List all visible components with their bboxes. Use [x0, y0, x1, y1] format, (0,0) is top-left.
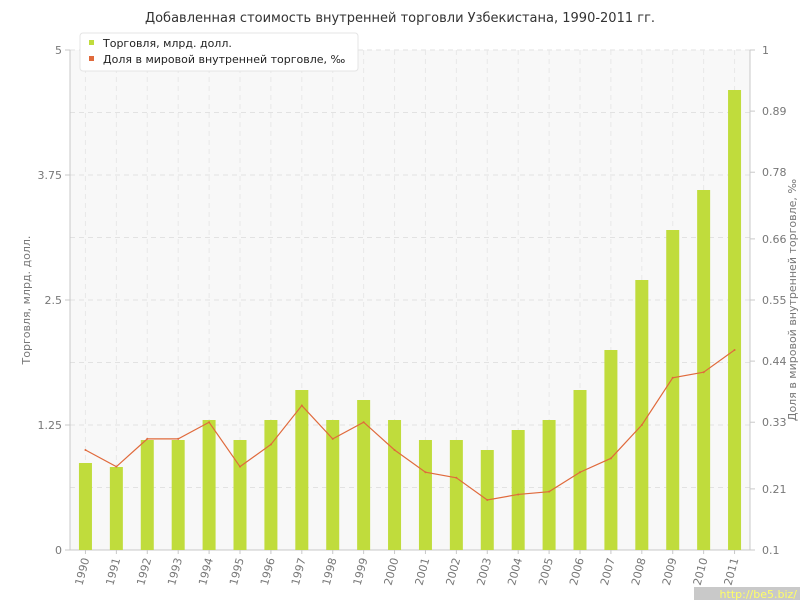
bar — [666, 230, 680, 550]
y2-tick-label: 0.55 — [762, 294, 787, 307]
watermark: http://be5.biz/ — [694, 587, 800, 600]
legend-label-bars: Торговля, млрд. долл. — [102, 37, 232, 50]
bar — [542, 420, 556, 550]
y2-tick-label: 0.33 — [762, 416, 787, 429]
line-point — [115, 465, 118, 468]
x-tick-label: 2003 — [474, 556, 494, 586]
line-point — [393, 449, 396, 451]
x-tick-label: 2010 — [691, 556, 711, 586]
bar — [326, 420, 340, 550]
watermark-text: http://be5.biz/ — [720, 588, 798, 600]
x-tick-label: 1995 — [227, 556, 247, 586]
x-tick-label: 2001 — [413, 556, 433, 586]
line-point — [548, 490, 551, 493]
y2-tick-label: 0.21 — [762, 483, 787, 496]
x-tick-label: 1997 — [289, 556, 309, 586]
y2-axis-label: Доля в мировой внутренней торговле, ‰ — [786, 179, 799, 422]
y-tick-label: 2.5 — [45, 294, 63, 307]
bar — [418, 440, 432, 550]
line-series — [84, 349, 736, 501]
bar — [449, 440, 463, 550]
x-tick-label: 1998 — [320, 556, 340, 586]
line-point — [362, 421, 365, 424]
y2-tick-label: 0.78 — [762, 166, 787, 179]
line-point — [517, 493, 520, 496]
x-tick-label: 1999 — [351, 556, 371, 586]
line-point — [640, 424, 643, 426]
bar — [295, 390, 309, 550]
x-tick-label: 1996 — [258, 556, 278, 586]
bar — [202, 420, 216, 550]
bar — [357, 400, 371, 550]
x-tick-label: 2009 — [660, 556, 680, 586]
y-tick-label: 0 — [55, 544, 62, 557]
watermark-background — [694, 587, 800, 600]
y2-tick-label: 1 — [762, 44, 769, 57]
bar — [697, 190, 711, 550]
x-tick-label: 1992 — [134, 556, 154, 586]
chart-title: Добавленная стоимость внутренней торговл… — [145, 11, 655, 26]
y-tick-label: 1.25 — [38, 419, 63, 432]
x-tick-label: 2002 — [443, 556, 463, 586]
line-point — [84, 449, 87, 451]
legend: Торговля, млрд. долл. Доля в мировой вну… — [79, 32, 359, 72]
line-point — [300, 404, 303, 407]
x-tick-label: 2008 — [629, 556, 649, 586]
y2-tick-label: 0.44 — [762, 355, 787, 368]
bar — [171, 440, 185, 550]
bar-series — [78, 90, 742, 550]
y-axis-label: Торговля, млрд. долл. — [20, 236, 33, 366]
x-tick-label: 2005 — [536, 556, 556, 586]
y-tick-label: 3.75 — [38, 169, 63, 182]
line-point — [177, 437, 180, 440]
line-point — [208, 421, 211, 424]
line-point — [702, 371, 705, 374]
bar — [388, 420, 402, 550]
line-point — [455, 476, 458, 479]
line-point — [146, 437, 149, 440]
bar — [233, 440, 247, 550]
bar — [78, 463, 92, 550]
line-point — [331, 437, 334, 440]
legend-box — [79, 32, 359, 72]
line-point — [239, 465, 241, 468]
x-tick-label: 1994 — [196, 556, 216, 586]
y2-tick-label: 0.66 — [762, 233, 787, 246]
bar — [728, 90, 742, 550]
legend-label-line: Доля в мировой внутренней торговле, ‰ — [103, 53, 346, 66]
series-line — [85, 349, 735, 501]
x-tick-label: 1990 — [73, 556, 93, 586]
x-tick-label: 1991 — [103, 556, 123, 586]
line-point — [269, 443, 272, 446]
bar — [604, 350, 618, 550]
y2-tick-label: 0.1 — [762, 544, 780, 557]
legend-swatch-line — [89, 56, 94, 61]
line-point — [671, 376, 674, 379]
x-tick-label: 1993 — [165, 556, 185, 586]
line-point — [579, 471, 581, 474]
x-tick-label: 2004 — [505, 556, 525, 586]
bar — [264, 420, 278, 550]
legend-swatch-bars — [89, 40, 94, 45]
line-point — [486, 499, 489, 501]
line-point — [733, 349, 736, 351]
line-point — [609, 457, 612, 460]
x-tick-label: 2007 — [598, 556, 618, 586]
x-tick-label: 2011 — [722, 556, 742, 586]
bar — [635, 280, 649, 550]
x-tick-label: 2000 — [382, 556, 402, 586]
bar — [109, 467, 123, 550]
bar — [140, 440, 154, 550]
bar — [573, 390, 587, 550]
y2-tick-label: 0.89 — [762, 105, 787, 118]
tick-labels: 0 1.25 2.5 3.75 5 0.1 0.21 0.33 0.44 0.55 0.66 0.78… — [38, 44, 787, 587]
x-tick-label: 2006 — [567, 556, 587, 586]
line-point — [424, 471, 427, 474]
y-tick-label: 5 — [55, 44, 62, 57]
bar — [511, 430, 525, 550]
